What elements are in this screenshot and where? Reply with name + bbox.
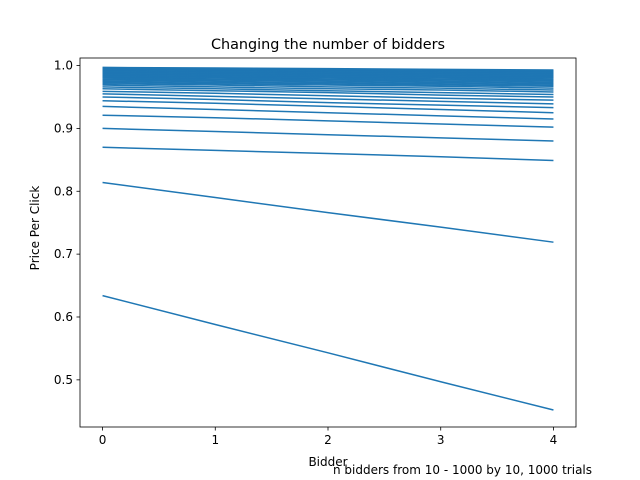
y-tick-label: 0.9 bbox=[54, 121, 73, 135]
series-line-2 bbox=[102, 146, 554, 162]
plot-frame bbox=[79, 57, 577, 428]
series-line-5 bbox=[102, 105, 554, 120]
series-line-8 bbox=[102, 93, 554, 105]
y-tick-label: 1.0 bbox=[54, 59, 73, 73]
chart-caption: n bidders from 10 - 1000 by 10, 1000 tri… bbox=[333, 463, 592, 477]
series-line-12 bbox=[102, 84, 554, 93]
series-line-6 bbox=[102, 99, 554, 114]
series-line-7 bbox=[102, 96, 554, 109]
x-tick-label: 0 bbox=[99, 433, 107, 447]
y-tick-label: 0.6 bbox=[54, 310, 73, 324]
y-tick-label: 0.5 bbox=[54, 373, 73, 387]
series-line-17 bbox=[102, 78, 554, 85]
x-tick-label: 1 bbox=[211, 433, 219, 447]
series-line-15 bbox=[102, 80, 554, 88]
x-tick-label: 2 bbox=[324, 433, 332, 447]
series-line-4 bbox=[102, 114, 554, 128]
series-line-13 bbox=[102, 83, 554, 91]
x-tick-label: 4 bbox=[550, 433, 558, 447]
y-axis-ticks: 0.5 0.6 0.7 0.8 0.9 1.0 bbox=[54, 59, 80, 387]
series-line-10 bbox=[102, 88, 554, 98]
series-line-16 bbox=[102, 79, 554, 86]
series-layer bbox=[102, 66, 554, 411]
series-line-9 bbox=[102, 90, 554, 101]
chart-title: Changing the number of bidders bbox=[211, 37, 445, 53]
series-line-0 bbox=[102, 294, 554, 411]
x-axis-ticks: 0 1 2 3 4 bbox=[99, 427, 558, 447]
series-line-35 bbox=[102, 66, 554, 71]
y-tick-label: 0.8 bbox=[54, 184, 73, 198]
y-axis-title: Price Per Click bbox=[28, 186, 42, 271]
series-line-3 bbox=[102, 127, 554, 142]
x-tick-label: 3 bbox=[437, 433, 445, 447]
series-line-14 bbox=[102, 81, 554, 89]
y-tick-label: 0.7 bbox=[54, 247, 73, 261]
series-line-11 bbox=[102, 86, 554, 96]
x-axis-title: Bidder bbox=[308, 455, 347, 469]
series-line-1 bbox=[102, 181, 554, 243]
